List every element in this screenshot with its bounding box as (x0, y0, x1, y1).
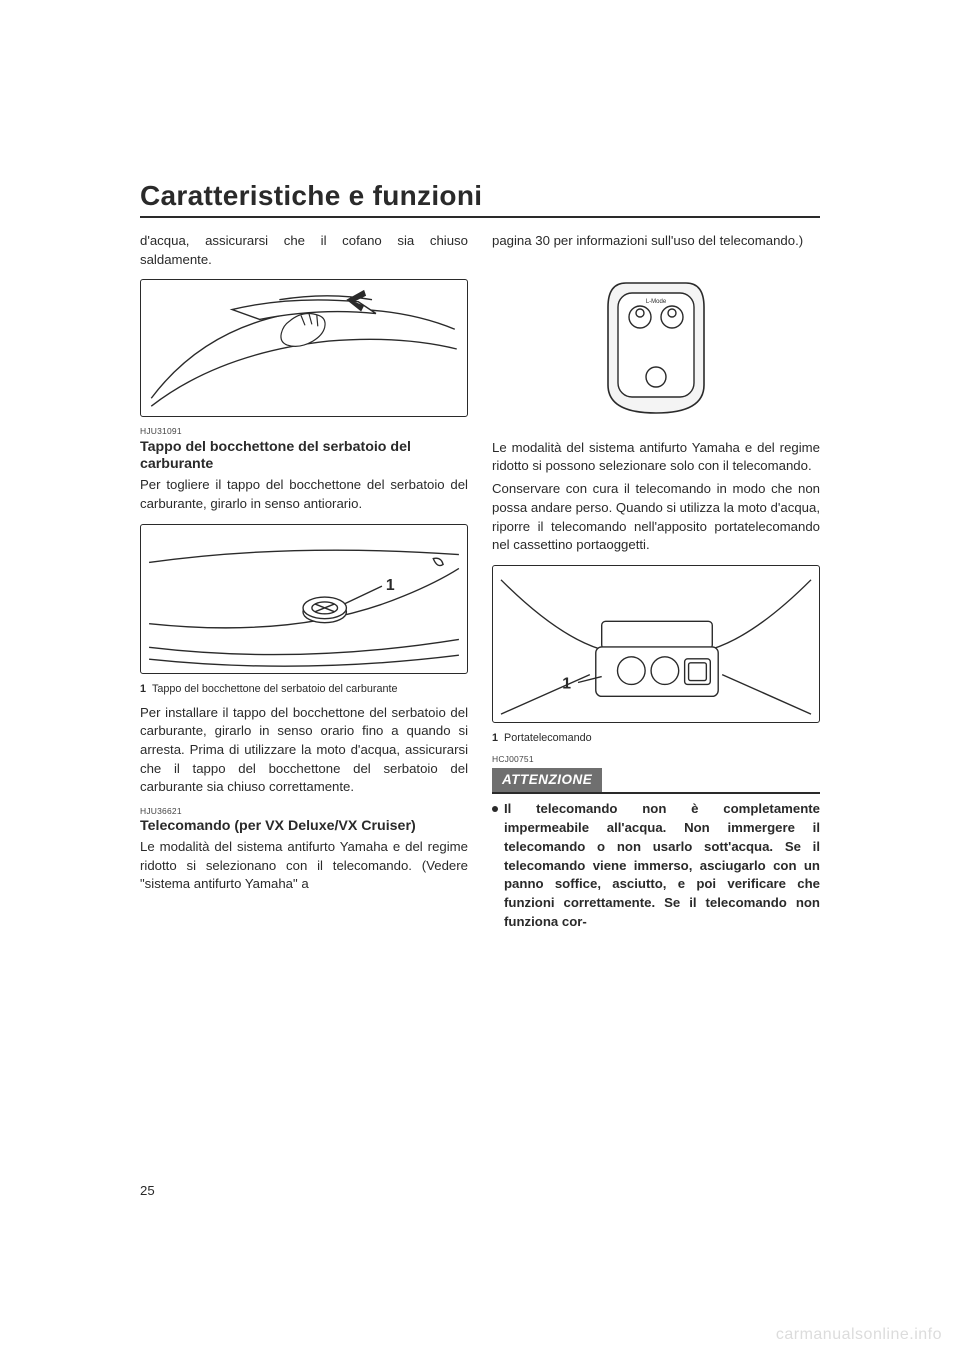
remote-holder-caption-text: Portatelecomando (504, 732, 592, 744)
manual-page: Caratteristiche e funzioni d'acqua, assi… (0, 0, 960, 992)
title-rule (140, 216, 820, 218)
fuel-cap-remove-text: Per togliere il tappo del bocchettone de… (140, 476, 468, 513)
remote-holder-caption: 1Portatelecomando (506, 731, 820, 745)
remote-intro-text: Le modalità del sistema antifurto Yamaha… (140, 838, 468, 894)
figure-fuel-cap-svg: 1 (141, 525, 467, 673)
right-intro-text: pagina 30 per informazioni sull'uso del … (492, 232, 820, 251)
caution-rule (492, 792, 820, 794)
figure-remote-fob-svg: L-Mode (596, 273, 716, 423)
figure-remote-holder-label: 1 (562, 676, 571, 693)
remote-modes-text: Le modalità del sistema antifurto Yamaha… (492, 439, 820, 476)
two-column-layout: d'acqua, assicurarsi che il cofano sia c… (140, 232, 820, 932)
ref-code-2: HJU36621 (140, 805, 468, 817)
left-column: d'acqua, assicurarsi che il cofano sia c… (140, 232, 468, 932)
fuel-cap-caption-text: Tappo del bocchettone del serbatoio del … (152, 683, 398, 695)
remote-storage-text: Conservare con cura il telecomando in mo… (492, 480, 820, 555)
right-column: pagina 30 per informazioni sull'uso del … (492, 232, 820, 932)
figure-remote-fob: L-Mode (492, 273, 820, 423)
figure-close-hood (140, 279, 468, 417)
caution-label: ATTENZIONE (492, 768, 602, 792)
remote-holder-caption-num: 1 (492, 732, 498, 744)
figure-fuel-cap-label: 1 (386, 577, 395, 594)
svg-text:L-Mode: L-Mode (646, 299, 667, 305)
fuel-cap-caption: 1Tappo del bocchettone del serbatoio del… (154, 682, 468, 696)
caution-bullet-1: Il telecomando non è completamente imper… (492, 800, 820, 931)
figure-remote-holder: 1 (492, 565, 820, 723)
figure-remote-holder-svg: 1 (493, 566, 819, 722)
figure-close-hood-svg (141, 280, 467, 416)
caution-list: Il telecomando non è completamente imper… (492, 800, 820, 931)
left-intro-text: d'acqua, assicurarsi che il cofano sia c… (140, 232, 468, 269)
subhead-fuel-cap: Tappo del bocchettone del serbatoio del … (140, 439, 468, 475)
fuel-cap-caption-num: 1 (140, 683, 146, 695)
page-title: Caratteristiche e funzioni (140, 180, 820, 212)
figure-fuel-cap: 1 (140, 524, 468, 674)
ref-code-1: HJU31091 (140, 425, 468, 437)
fuel-cap-install-text: Per installare il tappo del bocchettone … (140, 704, 468, 798)
ref-code-caution: HCJ00751 (492, 753, 820, 765)
subhead-remote: Telecomando (per VX Deluxe/VX Cruiser) (140, 818, 468, 836)
page-number: 25 (140, 1183, 155, 1198)
watermark: carmanualsonline.info (776, 1326, 942, 1344)
